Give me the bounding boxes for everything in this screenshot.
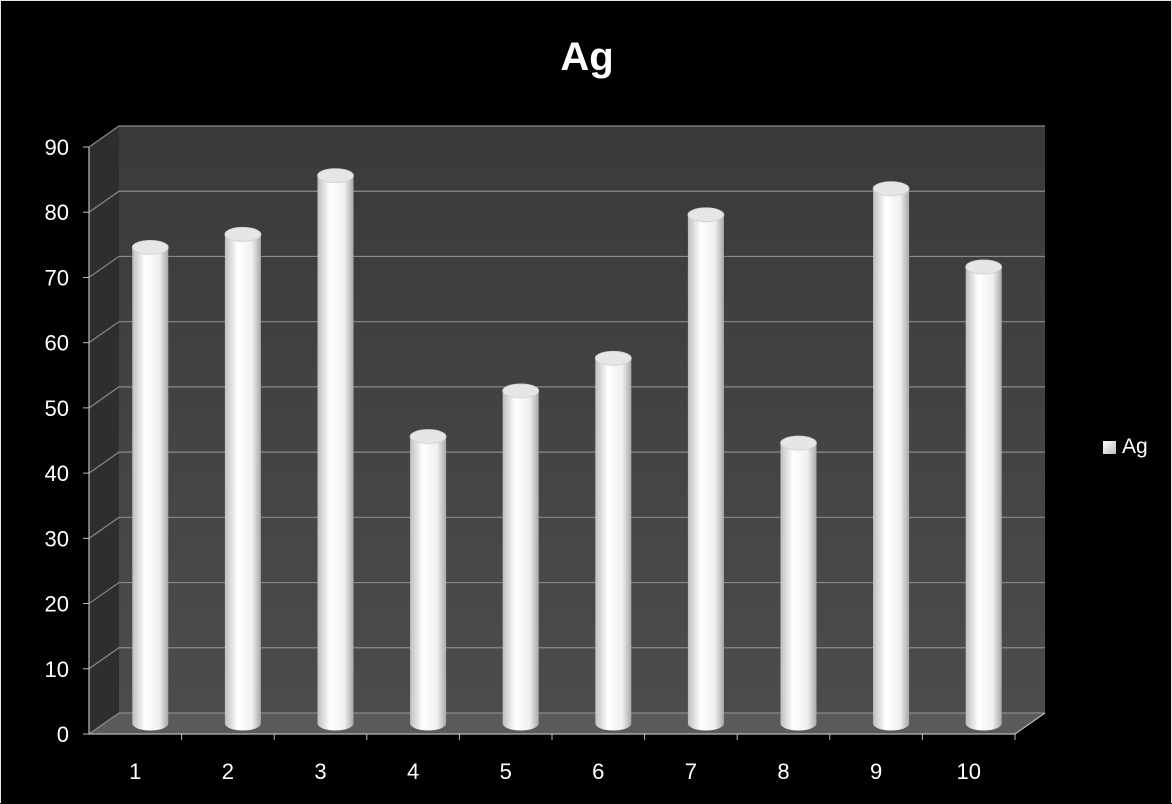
legend-label: Ag xyxy=(1122,435,1148,458)
x-tick-label: 1 xyxy=(129,759,141,784)
x-tick-label: 6 xyxy=(592,759,604,784)
y-tick-label: 20 xyxy=(45,592,69,617)
x-tick-label: 3 xyxy=(314,759,326,784)
x-tick-label: 5 xyxy=(500,759,512,784)
gridline xyxy=(88,125,1045,148)
bar xyxy=(687,214,724,731)
y-tick-label: 80 xyxy=(45,200,69,225)
bar xyxy=(502,390,539,731)
gridline xyxy=(88,516,1045,539)
bar-top xyxy=(687,207,725,223)
y-tick-label: 60 xyxy=(45,331,69,356)
bar-top xyxy=(872,181,910,197)
plot-side-wall xyxy=(89,126,119,734)
bar xyxy=(595,358,632,731)
y-tick-label: 40 xyxy=(45,461,69,486)
bar-top xyxy=(224,226,262,242)
gridline xyxy=(88,712,1045,735)
bar xyxy=(780,443,817,731)
bar-top xyxy=(965,259,1003,275)
x-tick-label: 4 xyxy=(407,759,419,784)
gridline xyxy=(88,386,1045,409)
bar xyxy=(224,234,261,731)
y-tick-label: 90 xyxy=(45,135,69,160)
bar-top xyxy=(409,429,447,444)
x-tick-label: 8 xyxy=(777,759,789,784)
y-tick-label: 70 xyxy=(45,265,69,290)
gridline xyxy=(88,190,1045,213)
chart-title: Ag xyxy=(560,35,614,79)
x-tick-label: 10 xyxy=(956,759,980,784)
bar-top xyxy=(502,383,540,399)
bar xyxy=(873,188,910,731)
bar xyxy=(132,247,169,731)
legend: Ag xyxy=(1103,435,1148,459)
gridline xyxy=(88,581,1045,605)
bar-top xyxy=(317,168,354,184)
bar xyxy=(965,266,1002,731)
gridline xyxy=(88,647,1045,670)
bar xyxy=(317,175,354,731)
bar-top xyxy=(594,350,632,366)
y-tick-label: 50 xyxy=(45,396,69,421)
bar xyxy=(410,436,447,731)
bar-top xyxy=(780,435,817,451)
x-tick-label: 9 xyxy=(870,759,882,784)
y-tick-label: 10 xyxy=(45,657,69,682)
y-tick-label: 30 xyxy=(45,526,69,551)
bar-top xyxy=(131,239,169,255)
gridline xyxy=(88,255,1045,278)
x-tick-label: 2 xyxy=(222,759,234,784)
legend-swatch xyxy=(1103,440,1116,454)
gridline xyxy=(88,321,1045,344)
gridline xyxy=(88,451,1045,474)
x-tick-label: 7 xyxy=(685,759,697,784)
y-tick-label: 0 xyxy=(57,722,69,747)
